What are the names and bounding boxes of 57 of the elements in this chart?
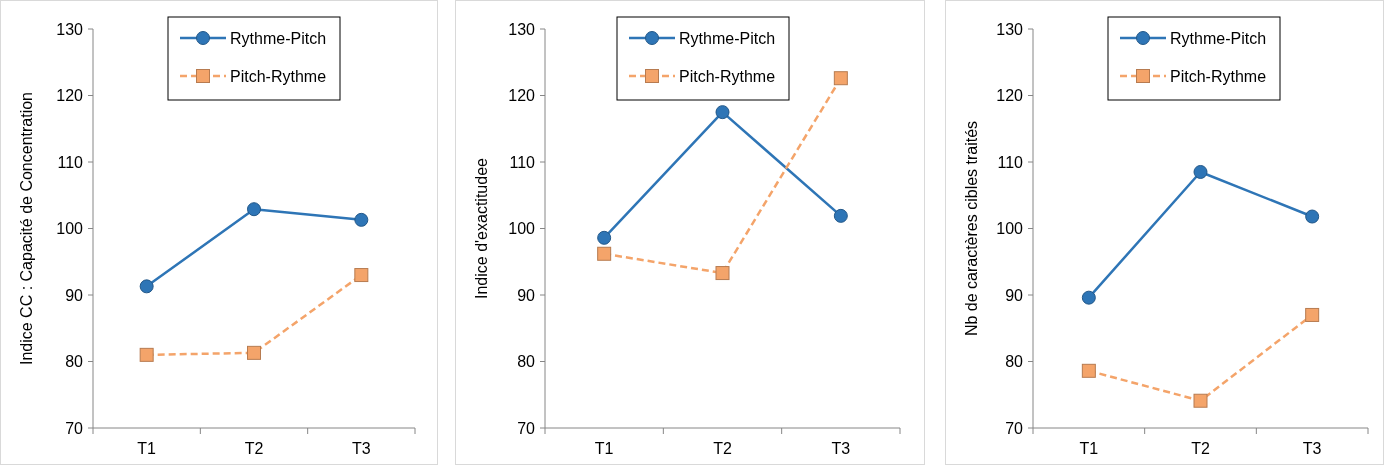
y-tick-label: 100	[508, 220, 536, 238]
point	[597, 230, 612, 245]
legend-label: Rythme-Pitch	[1170, 29, 1267, 47]
legend-label: Pitch-Rythme	[679, 67, 776, 85]
y-tick-label: 110	[57, 153, 84, 171]
y-tick-label: 100	[996, 220, 1024, 238]
y-tick-label: 70	[65, 419, 84, 437]
legend-label: Pitch-Rythme	[230, 67, 327, 85]
point	[715, 266, 730, 281]
y-tick-label: 90	[517, 286, 536, 304]
y-tick-label: 120	[508, 87, 536, 105]
x-tick-label: T3	[352, 440, 371, 457]
y-tick-label: 120	[996, 87, 1024, 105]
y-axis-title: Indice CC : Capacité de Concentration	[18, 91, 35, 366]
legend-label: Pitch-Rythme	[1170, 67, 1267, 85]
point	[1305, 209, 1320, 224]
point	[1193, 164, 1208, 179]
x-tick-label: T2	[1191, 440, 1210, 457]
x-tick-label: T3	[831, 440, 851, 457]
y-tick-label: 110	[997, 153, 1024, 171]
point	[354, 268, 369, 283]
y-tick-label: 100	[56, 220, 84, 238]
y-tick-label: 130	[56, 20, 84, 38]
point	[139, 279, 154, 294]
x-tick-label: T3	[1302, 440, 1322, 457]
y-tick-label: 80	[517, 353, 536, 371]
legend-label: Rythme-Pitch	[230, 29, 327, 47]
y-tick-label: 130	[508, 20, 536, 38]
point	[139, 347, 154, 362]
x-tick-label: T1	[594, 440, 614, 457]
y-tick-label: 110	[509, 153, 536, 171]
point	[247, 202, 261, 217]
x-tick-label: T1	[137, 440, 157, 457]
y-tick-label: 120	[56, 87, 84, 105]
x-tick-label: T2	[244, 440, 264, 457]
point	[833, 208, 848, 223]
x-tick-label: T2	[713, 440, 732, 457]
point	[247, 345, 261, 360]
point	[715, 105, 730, 120]
y-tick-label: 90	[1005, 286, 1024, 304]
point	[1081, 363, 1096, 378]
y-tick-label: 80	[1005, 353, 1024, 371]
y-tick-label: 80	[65, 353, 84, 371]
y-axis-title: Indice d'exactitudee	[473, 157, 490, 299]
legend-label: Rythme-Pitch	[679, 29, 776, 47]
y-tick-label: 90	[65, 286, 84, 304]
point	[354, 212, 369, 227]
point	[597, 246, 612, 261]
point	[1081, 290, 1096, 305]
point	[833, 71, 848, 86]
y-axis-title: Nb de caractères cibles traités	[963, 120, 980, 337]
y-tick-label: 70	[517, 419, 536, 437]
point	[1193, 393, 1208, 408]
y-tick-label: 70	[1005, 419, 1024, 437]
x-tick-label: T1	[1079, 440, 1099, 457]
y-tick-label: 130	[996, 20, 1024, 38]
point	[1305, 307, 1320, 322]
